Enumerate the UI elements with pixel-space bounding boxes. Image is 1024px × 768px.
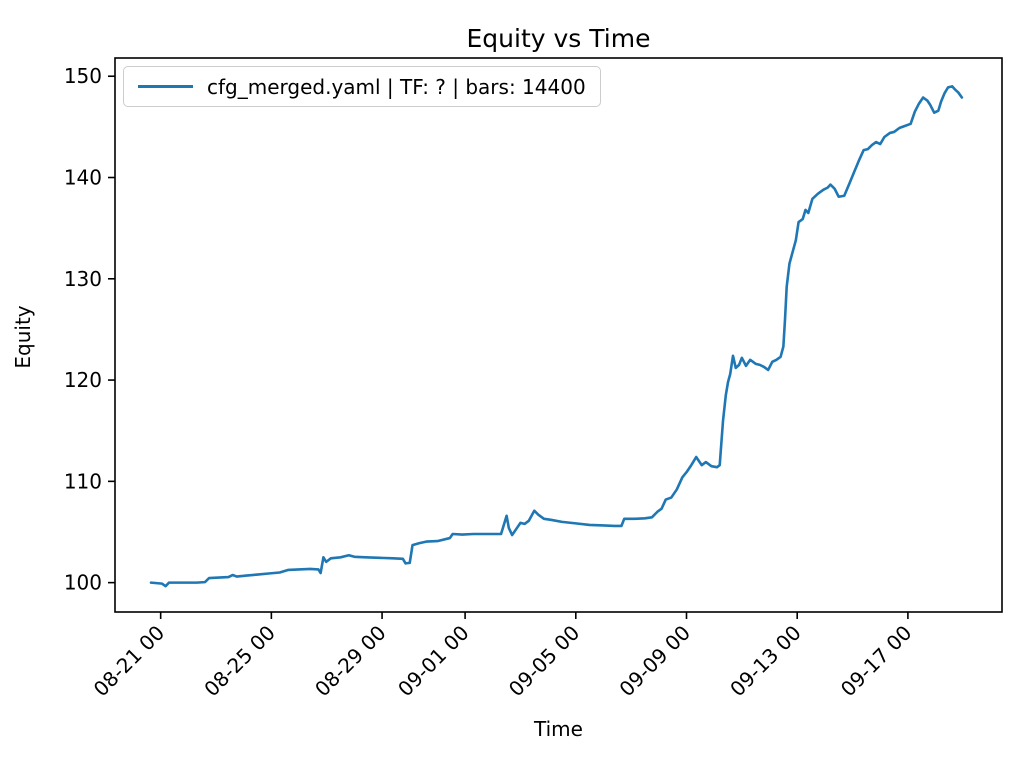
x-tick-label: 09-01 00 (393, 621, 474, 702)
x-tick-label: 08-21 00 (89, 621, 170, 702)
y-tick-label: 140 (64, 166, 102, 190)
x-tick-label: 08-29 00 (310, 621, 391, 702)
legend-line-sample (138, 85, 193, 88)
x-tick-label: 09-05 00 (504, 621, 585, 702)
x-tick-label: 09-13 00 (725, 621, 806, 702)
x-tick-label: 08-25 00 (199, 621, 280, 702)
y-tick-label: 120 (64, 368, 102, 392)
legend-label: cfg_merged.yaml | TF: ? | bars: 14400 (207, 74, 586, 99)
x-tick-label: 09-17 00 (836, 621, 917, 702)
axes-spines (114, 57, 1003, 613)
y-tick-label: 100 (64, 571, 102, 595)
legend: cfg_merged.yaml | TF: ? | bars: 14400 (123, 66, 601, 107)
x-axis-label: Time (534, 717, 583, 741)
x-tick-label: 09-09 00 (614, 621, 695, 702)
y-tick-label: 150 (64, 64, 102, 88)
chart-title: Equity vs Time (466, 24, 651, 53)
y-tick-label: 130 (64, 267, 102, 291)
y-tick-label: 110 (64, 469, 102, 493)
equity-line (149, 85, 964, 588)
